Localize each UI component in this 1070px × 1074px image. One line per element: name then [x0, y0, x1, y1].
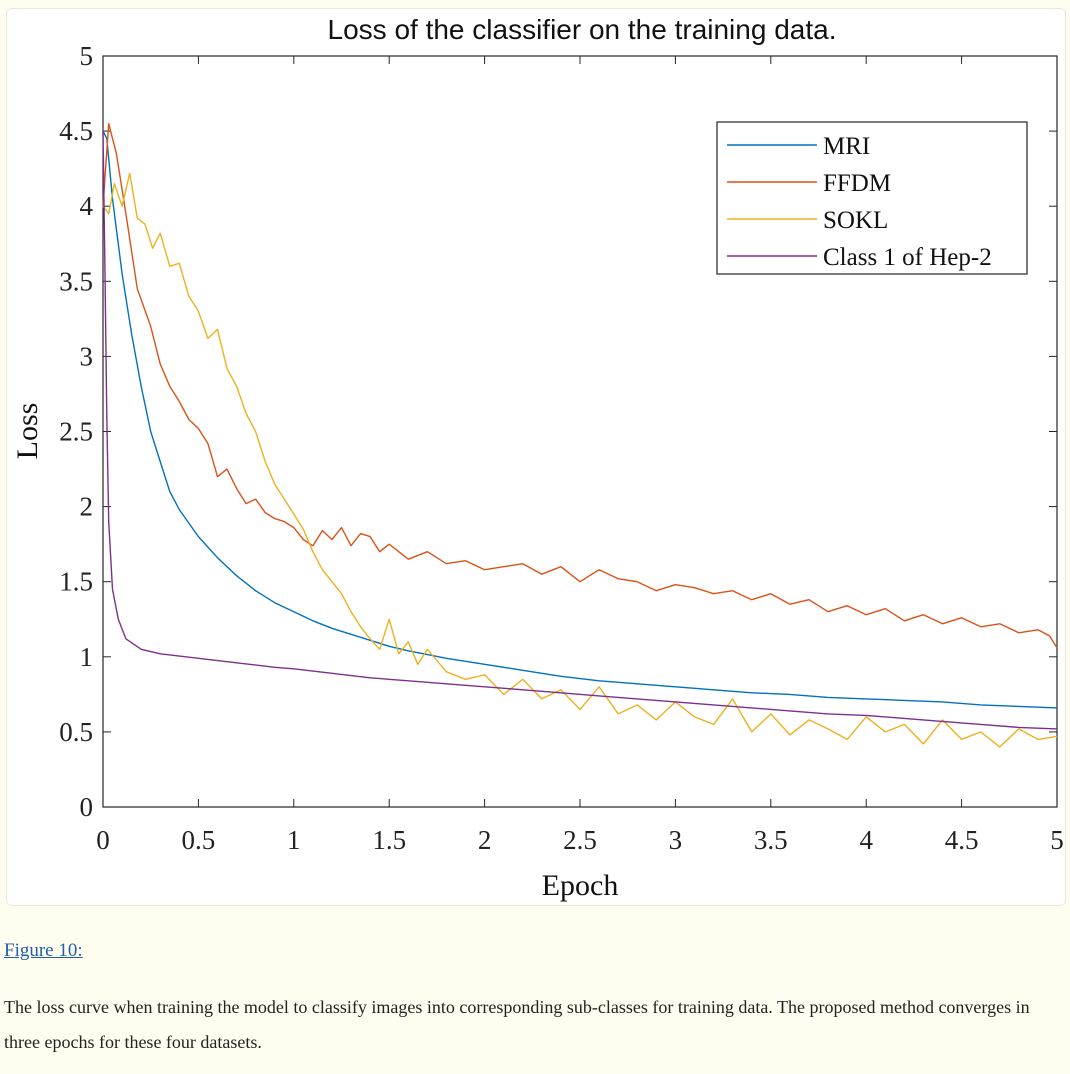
x-tick-label: 2.5 — [563, 825, 597, 855]
y-tick-label: 4 — [80, 191, 94, 221]
legend-label: FFDM — [823, 170, 891, 197]
x-tick-label: 3.5 — [754, 825, 788, 855]
x-tick-label: 4.5 — [945, 825, 979, 855]
y-tick-label: 0 — [80, 792, 94, 822]
x-tick-labels: 0 0.5 1 1.5 2 2.5 3 3.5 4 4.5 5 — [96, 825, 1064, 855]
x-tick-label: 1 — [287, 825, 301, 855]
legend: MRI FFDM SOKL Class 1 of Hep-2 — [716, 121, 1028, 275]
y-tick-label: 1 — [80, 642, 94, 672]
y-tick-label: 1.5 — [59, 567, 93, 597]
legend-label: SOKL — [823, 207, 888, 234]
figure-caption: The loss curve when training the model t… — [4, 997, 1030, 1052]
legend-label: Class 1 of Hep-2 — [823, 244, 992, 271]
y-tick-label: 3.5 — [59, 266, 93, 296]
y-tick-label: 4.5 — [59, 116, 93, 146]
x-tick-label: 2 — [478, 825, 492, 855]
chart-title: Loss of the classifier on the training d… — [328, 14, 837, 45]
x-tick-label: 0.5 — [182, 825, 216, 855]
x-tick-label: 5 — [1050, 825, 1064, 855]
y-tick-label: 2 — [80, 492, 94, 522]
y-tick-label: 5 — [80, 41, 94, 71]
figure-label-link[interactable]: Figure 10: — [4, 940, 83, 961]
y-tick-labels: 0 0.5 1 1.5 2 2.5 3 3.5 4 4.5 5 — [59, 41, 93, 822]
series-line-mri — [102, 130, 1058, 709]
x-tick-label: 4 — [859, 825, 873, 855]
x-tick-label: 1.5 — [372, 825, 406, 855]
y-tick-label: 3 — [80, 341, 94, 371]
y-tick-label: 2.5 — [59, 417, 93, 447]
y-axis-label: Loss — [11, 403, 44, 460]
loss-chart: Loss of the classifier on the training d… — [11, 14, 1064, 902]
series-line-ffdm — [102, 122, 1058, 649]
legend-box — [716, 121, 1028, 275]
y-tick-label: 0.5 — [59, 717, 93, 747]
x-tick-label: 3 — [669, 825, 683, 855]
x-axis-label: Epoch — [542, 869, 619, 902]
series-line-sokl — [102, 172, 1058, 748]
x-tick-label: 0 — [96, 825, 110, 855]
legend-label: MRI — [823, 133, 870, 160]
series-lines — [102, 122, 1058, 748]
axis-ticks — [102, 55, 1058, 808]
figure-panel: Loss of the classifier on the training d… — [6, 8, 1066, 906]
series-line-class-1-of-hep-2 — [102, 131, 1058, 730]
